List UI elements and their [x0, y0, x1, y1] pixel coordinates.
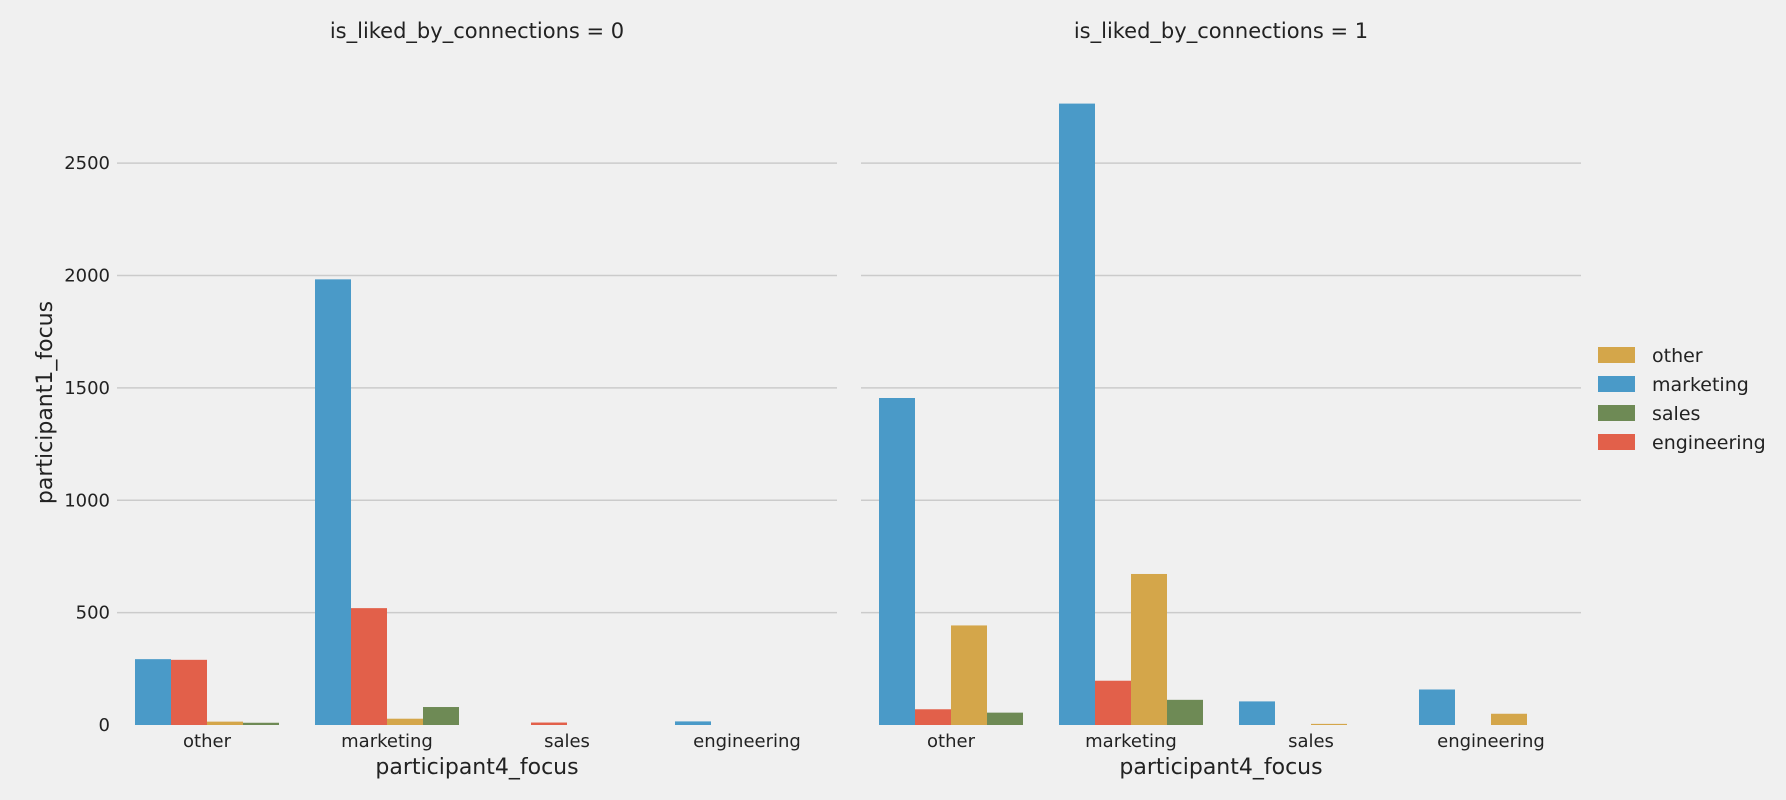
x-tick-label: sales [544, 731, 590, 752]
bar-engineering-other [915, 709, 951, 725]
panel-title: is_liked_by_connections = 1 [1074, 19, 1368, 44]
x-tick-label: marketing [341, 731, 433, 752]
facet-panel-0: 0 500 1000 1500 2000 2500 other marketing sales e… [33, 19, 837, 780]
bar-marketing-other [135, 659, 171, 725]
legend-label-sales: sales [1652, 403, 1700, 425]
x-tick-label: marketing [1085, 731, 1177, 752]
legend-label-other: other [1652, 345, 1703, 367]
bar-engineering-marketing [351, 608, 387, 725]
bar-sales-other [243, 722, 279, 725]
x-tick-label: engineering [693, 731, 801, 752]
bar-marketing-engineering [675, 721, 711, 725]
x-axis-label: participant4_focus [1119, 755, 1322, 780]
bar-other-other [951, 625, 987, 725]
bar-sales-other [987, 712, 1023, 725]
panel-title: is_liked_by_connections = 0 [330, 19, 624, 44]
x-tick-label: other [927, 731, 976, 752]
facet-panel-1: other marketing sales engineering is_liked_b… [861, 19, 1581, 780]
bar-marketing-marketing [1059, 103, 1095, 726]
bar-other-engineering [1491, 713, 1527, 725]
bar-engineering-sales [531, 722, 567, 725]
legend-swatch-other [1598, 347, 1635, 363]
y-tick-label: 2000 [64, 266, 110, 287]
legend-swatch-sales [1598, 405, 1635, 421]
bar-marketing-marketing [315, 279, 351, 725]
bar-sales-marketing [423, 707, 459, 725]
y-tick-label: 1500 [64, 378, 110, 399]
legend: other marketing sales engineering [1598, 345, 1766, 454]
bar-other-other [207, 721, 243, 725]
bar-marketing-sales [1239, 701, 1275, 725]
y-tick-label: 500 [76, 603, 110, 624]
y-tick-label: 2500 [64, 153, 110, 174]
bar-other-marketing [387, 718, 423, 725]
bar-sales-marketing [1167, 699, 1203, 725]
x-tick-label: engineering [1437, 731, 1545, 752]
bar-other-sales [1311, 723, 1347, 725]
x-tick-label: other [183, 731, 232, 752]
bar-marketing-other [879, 398, 915, 725]
legend-swatch-engineering [1598, 434, 1635, 450]
bar-engineering-marketing [1095, 680, 1131, 725]
x-tick-label: sales [1288, 731, 1334, 752]
legend-swatch-marketing [1598, 376, 1635, 392]
bar-engineering-other [171, 659, 207, 725]
x-axis-label: participant4_focus [375, 755, 578, 780]
legend-label-marketing: marketing [1652, 374, 1749, 396]
bar-marketing-engineering [1419, 689, 1455, 725]
y-axis-label: participant1_focus [33, 301, 58, 504]
y-tick-label: 1000 [64, 490, 110, 511]
y-tick-label: 0 [99, 715, 110, 736]
bar-other-marketing [1131, 573, 1167, 725]
legend-label-engineering: engineering [1652, 432, 1766, 454]
